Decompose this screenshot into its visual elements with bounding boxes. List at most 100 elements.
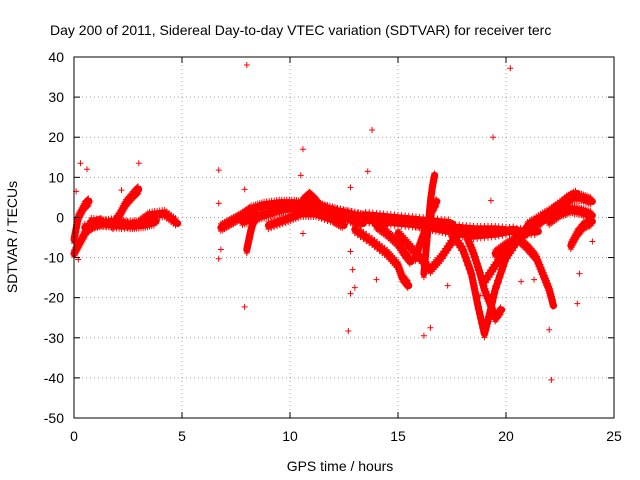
track-point xyxy=(91,218,98,225)
track-point xyxy=(474,260,481,267)
outlier-point xyxy=(243,62,250,69)
outlier-point xyxy=(574,300,581,307)
track-point xyxy=(452,225,459,232)
track-point xyxy=(403,283,410,290)
track-point xyxy=(381,216,388,223)
track-point xyxy=(479,317,486,324)
track-point xyxy=(253,217,260,224)
track-point xyxy=(412,224,419,231)
x-tick-label: 5 xyxy=(178,428,186,444)
track-point xyxy=(465,258,472,265)
track-point xyxy=(499,268,506,275)
track-point xyxy=(473,256,480,263)
outlier-point xyxy=(83,166,90,173)
track-point xyxy=(344,207,351,214)
track-point xyxy=(461,246,468,253)
plot-frame xyxy=(73,56,615,419)
track-point xyxy=(404,277,411,284)
track-point xyxy=(582,225,589,232)
track-point xyxy=(445,216,452,223)
outlier-point xyxy=(444,282,451,289)
track-band xyxy=(524,189,581,229)
y-tick-label: 20 xyxy=(48,129,64,145)
track-point xyxy=(473,293,480,300)
track-point xyxy=(531,232,538,239)
track-point xyxy=(541,272,548,279)
track-point xyxy=(133,184,140,191)
track-band xyxy=(411,220,521,239)
track-point xyxy=(497,311,504,318)
track-point xyxy=(482,285,489,292)
outlier-point xyxy=(498,264,505,271)
outlier-point xyxy=(347,184,354,191)
track-point xyxy=(253,209,260,216)
track-arc-15 xyxy=(420,170,439,281)
x-tick-label: 10 xyxy=(282,428,298,444)
track-point xyxy=(85,195,92,202)
track-point xyxy=(496,305,503,312)
outlier-point xyxy=(364,168,371,175)
track-point xyxy=(371,213,378,220)
outlier-point xyxy=(351,284,358,291)
y-axis-title: SDTVAR / TECUs xyxy=(4,181,20,293)
track-point xyxy=(546,283,553,290)
track-point xyxy=(549,300,556,307)
track-arc-11 xyxy=(351,222,413,291)
outlier-point xyxy=(490,134,497,141)
outlier-point xyxy=(347,290,354,297)
outlier-point xyxy=(373,276,380,283)
track-point xyxy=(580,218,587,225)
track-point xyxy=(150,215,157,222)
outlier-point xyxy=(477,292,484,299)
track-point xyxy=(484,323,491,330)
track-point xyxy=(374,214,381,221)
track-point xyxy=(542,275,549,282)
track-point xyxy=(572,187,579,194)
track-point xyxy=(477,308,484,315)
track-point xyxy=(482,331,489,338)
axis-ticks: 0 5 10 15 20 25 -50 -40 -30 -20 -10 0 10 20 30 40 xyxy=(44,49,622,444)
track-point xyxy=(253,218,260,225)
outlier-point xyxy=(369,127,376,134)
track-point xyxy=(134,191,141,198)
track-point xyxy=(461,254,468,261)
track-point xyxy=(471,250,478,257)
track-point xyxy=(465,233,472,240)
track-point xyxy=(379,215,386,222)
y-tick-label: 10 xyxy=(48,169,64,185)
track-band xyxy=(308,205,391,227)
track-point xyxy=(341,206,347,213)
track-point xyxy=(369,220,376,227)
track-point xyxy=(506,231,513,238)
track-point xyxy=(354,209,361,216)
track-arc-12 xyxy=(372,218,415,267)
track-point xyxy=(445,223,452,230)
track-point xyxy=(485,293,492,300)
track-point xyxy=(469,244,476,251)
track-point xyxy=(464,254,471,261)
outlier-point xyxy=(548,376,555,383)
track-point xyxy=(363,211,370,218)
track-point xyxy=(337,213,344,220)
track-point xyxy=(321,217,328,224)
track-point xyxy=(485,321,491,328)
track-point xyxy=(429,228,436,235)
track-arc-25 xyxy=(524,187,581,233)
track-point xyxy=(456,226,463,233)
outlier-point xyxy=(241,303,248,310)
track-point xyxy=(482,329,489,336)
outlier-point xyxy=(420,332,427,339)
track-point xyxy=(330,212,337,219)
track-point xyxy=(86,219,93,226)
outlier-point xyxy=(546,326,553,333)
outlier-point xyxy=(215,255,222,262)
track-point xyxy=(585,216,592,223)
track-point xyxy=(348,215,355,222)
track-point xyxy=(494,284,500,291)
y-tick-label: 0 xyxy=(56,209,64,225)
track-point xyxy=(587,222,594,229)
outlier-point xyxy=(576,270,583,277)
track-point xyxy=(339,225,346,232)
track-point xyxy=(73,225,80,232)
